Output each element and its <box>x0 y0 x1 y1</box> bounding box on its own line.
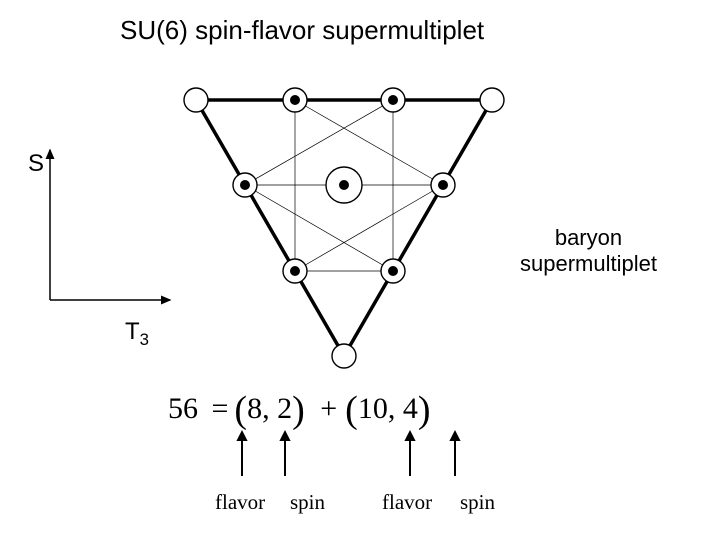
bottom-label: spin <box>460 490 495 515</box>
bottom-label: spin <box>290 490 325 515</box>
bottom-label: flavor <box>215 490 265 515</box>
up-arrows <box>0 0 720 540</box>
bottom-label: flavor <box>382 490 432 515</box>
